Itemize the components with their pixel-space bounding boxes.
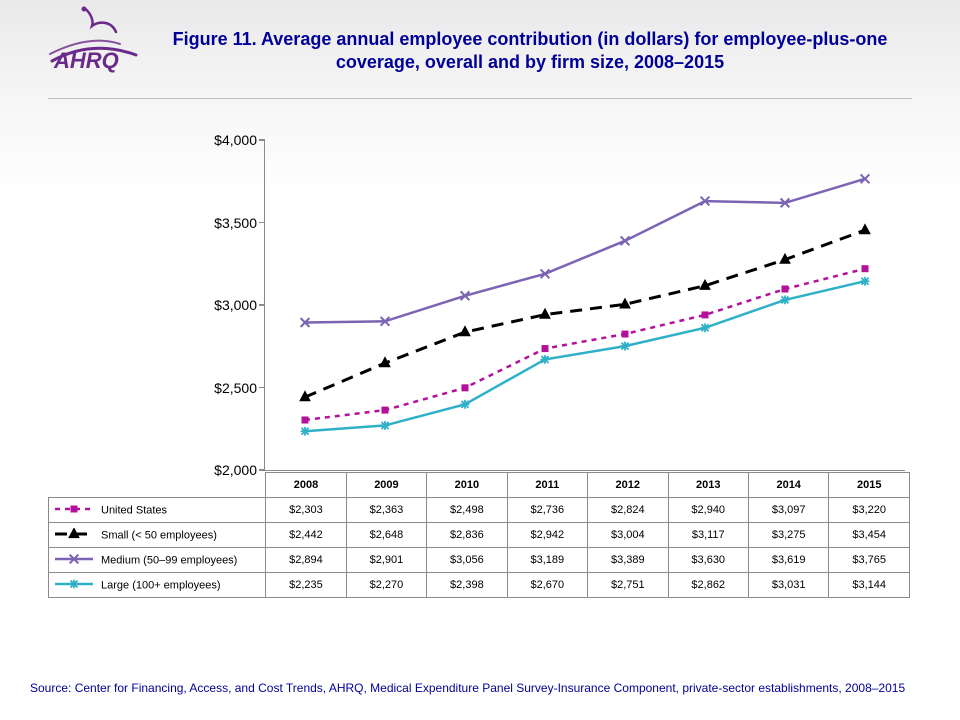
data-table: 20082009201020112012201320142015 United S… [48,472,910,598]
data-cell: $2,824 [588,498,668,523]
data-cell: $2,303 [266,498,346,523]
series-line-us [305,269,865,420]
data-cell: $2,442 [266,523,346,548]
plot-region: $2,000$2,500$3,000$3,500$4,000 [264,140,905,471]
data-cell: $3,056 [427,548,507,573]
y-tick-label: $2,500 [214,380,265,396]
data-cell: $2,901 [346,548,426,573]
table-row: United States$2,303$2,363$2,498$2,736$2,… [49,498,910,523]
source-note: Source: Center for Financing, Access, an… [30,680,920,696]
data-cell: $2,751 [588,573,668,598]
table-col-year: 2009 [346,473,426,498]
svg-text:AHRQ: AHRQ [53,48,119,73]
header-divider [48,98,912,99]
legend-swatch-us [53,503,95,518]
ahrq-logo: AHRQ [48,6,138,76]
table-col-year: 2010 [427,473,507,498]
data-cell: $2,498 [427,498,507,523]
data-cell: $2,862 [668,573,748,598]
y-tick-label: $3,500 [214,215,265,231]
data-cell: $2,736 [507,498,587,523]
y-tick-label: $3,000 [214,297,265,313]
chart-lines [265,140,905,470]
table-col-year: 2014 [748,473,828,498]
series-label-large: Large (100+ employees) [101,579,221,591]
data-cell: $2,648 [346,523,426,548]
series-label-small: Small (< 50 employees) [101,529,217,541]
data-cell: $3,389 [588,548,668,573]
table-col-year: 2013 [668,473,748,498]
series-line-small [305,230,865,397]
data-cell: $2,894 [266,548,346,573]
table-col-year: 2011 [507,473,587,498]
data-cell: $3,275 [748,523,828,548]
data-cell: $3,630 [668,548,748,573]
y-tick-label: $4,000 [214,132,265,148]
data-cell: $3,189 [507,548,587,573]
table-row: Medium (50–99 employees) $2,894$2,901$3,0… [49,548,910,573]
series-label-medium: Medium (50–99 employees) [101,554,237,566]
data-cell: $3,097 [748,498,828,523]
data-cell: $3,004 [588,523,668,548]
data-cell: $3,117 [668,523,748,548]
table-col-year: 2012 [588,473,668,498]
legend-swatch-small [53,528,95,543]
legend-swatch-large [53,578,95,593]
data-cell: $2,363 [346,498,426,523]
table-row: Large (100+ employees) $2,235$2,270$2,398… [49,573,910,598]
legend-swatch-medium [53,553,95,568]
figure-title: Figure 11. Average annual employee contr… [160,28,900,75]
data-cell: $2,398 [427,573,507,598]
table-row: Small (< 50 employees) $2,442$2,648$2,836… [49,523,910,548]
data-cell: $2,670 [507,573,587,598]
data-cell: $2,235 [266,573,346,598]
data-cell: $2,836 [427,523,507,548]
data-cell: $2,940 [668,498,748,523]
data-cell: $3,031 [748,573,828,598]
series-label-us: United States [101,504,167,516]
data-cell: $2,270 [346,573,426,598]
data-cell: $3,220 [829,498,910,523]
table-col-year: 2008 [266,473,346,498]
data-cell: $3,144 [829,573,910,598]
data-cell: $2,942 [507,523,587,548]
data-cell: $3,765 [829,548,910,573]
data-cell: $3,619 [748,548,828,573]
chart-area: $2,000$2,500$3,000$3,500$4,000 200820092… [48,120,912,620]
data-cell: $3,454 [829,523,910,548]
table-col-year: 2015 [829,473,910,498]
